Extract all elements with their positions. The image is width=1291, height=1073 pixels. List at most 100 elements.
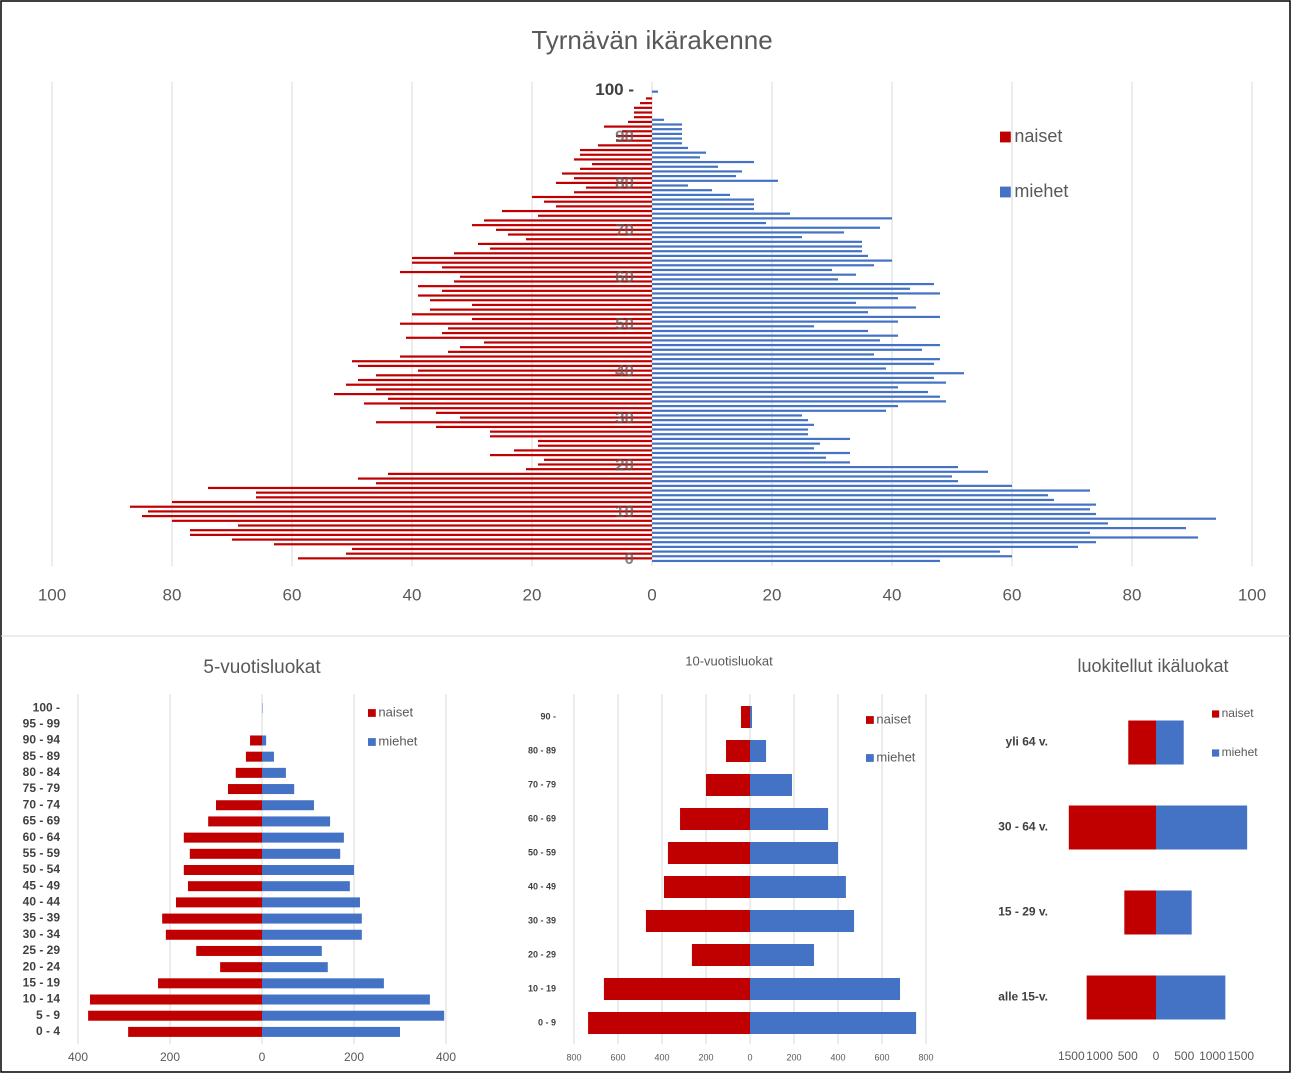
bar: [208, 816, 262, 827]
bar: [652, 287, 910, 290]
bar: [334, 392, 652, 396]
bar: [190, 529, 652, 532]
y-tick-label: 85 - 89: [23, 749, 61, 763]
y-tick-label: 10: [615, 502, 634, 521]
bar: [634, 111, 652, 114]
bar: [652, 198, 754, 201]
bar: [490, 430, 652, 433]
bar: [640, 102, 652, 105]
bar: [652, 264, 874, 267]
bar: [652, 259, 892, 262]
x-tick-label: 800: [566, 1052, 581, 1062]
bar: [245, 751, 262, 762]
y-tick-label: 40 - 49: [528, 881, 556, 891]
bar: [262, 816, 331, 827]
bar: [652, 306, 916, 309]
bar: [652, 273, 856, 276]
bar: [412, 313, 652, 316]
bar: [634, 106, 652, 109]
bar: [183, 832, 262, 843]
bar: [262, 751, 274, 762]
bar: [652, 245, 862, 248]
x-tick-label: 80: [163, 585, 182, 604]
bar: [652, 451, 850, 455]
legend-swatch: [368, 709, 376, 717]
bar: [1086, 975, 1156, 1020]
bar: [652, 423, 814, 426]
chart-title: 5-vuotisluokat: [203, 657, 321, 678]
bar: [274, 543, 652, 546]
bar: [162, 913, 262, 924]
y-tick-label: 15 - 29 v.: [998, 905, 1048, 919]
bar: [172, 500, 652, 504]
bar: [652, 437, 850, 441]
y-tick-label: 10 - 14: [23, 992, 61, 1006]
bar: [400, 355, 652, 358]
x-tick-label: 100: [38, 585, 66, 604]
bar: [652, 522, 1108, 525]
y-tick-label: 5 - 9: [36, 1008, 60, 1022]
bar: [652, 372, 964, 375]
y-tick-label: 25 - 29: [23, 943, 61, 957]
bar: [538, 444, 652, 447]
x-tick-label: 40: [883, 585, 902, 604]
bar: [680, 808, 750, 830]
x-tick-label: 600: [610, 1052, 625, 1062]
bar: [514, 449, 652, 452]
y-tick-label: 90: [615, 127, 634, 146]
y-tick-label: 0: [625, 549, 634, 568]
y-tick-label: 80: [615, 174, 634, 193]
bar: [400, 270, 652, 274]
bar: [430, 299, 652, 302]
bar: [652, 90, 658, 93]
bar: [740, 706, 750, 728]
bar: [388, 472, 652, 475]
bar: [262, 897, 360, 908]
bar: [262, 784, 295, 795]
bar: [158, 978, 262, 989]
legend-swatch: [1000, 131, 1011, 143]
legend-label: naiset: [876, 711, 911, 726]
bar: [652, 297, 898, 300]
bar: [484, 341, 652, 344]
bar: [628, 120, 652, 123]
x-tick-label: 1500: [1058, 1049, 1085, 1063]
bar: [652, 489, 1090, 492]
bar: [484, 219, 652, 222]
bar: [262, 929, 362, 940]
bar: [652, 268, 832, 272]
bar: [750, 740, 767, 762]
x-tick-label: 1000: [1199, 1049, 1226, 1063]
bar: [652, 175, 736, 178]
bar: [580, 153, 652, 156]
bar: [235, 767, 262, 778]
bar: [652, 428, 808, 431]
bar: [691, 944, 750, 966]
y-tick-label: yli 64 v.: [1006, 735, 1048, 749]
x-tick-label: 400: [830, 1052, 845, 1062]
y-tick-label: 0 - 4: [36, 1024, 60, 1038]
bar: [262, 962, 328, 973]
y-tick-label: 70: [615, 221, 634, 240]
x-tick-label: 200: [786, 1052, 801, 1062]
bar: [376, 482, 652, 485]
bar: [358, 364, 652, 368]
bar: [652, 343, 940, 347]
bar: [358, 477, 652, 480]
y-tick-label: 0 - 9: [538, 1017, 556, 1027]
y-tick-label: 30 - 39: [528, 915, 556, 925]
bar: [574, 158, 652, 161]
bar: [652, 527, 1186, 530]
bar: [1156, 975, 1226, 1020]
x-tick-label: 20: [763, 585, 782, 604]
y-tick-label: 30 - 34: [23, 927, 61, 941]
bar: [227, 784, 262, 795]
bar: [667, 842, 750, 864]
bar: [750, 774, 793, 796]
x-tick-label: 80: [1123, 585, 1142, 604]
bar: [663, 876, 750, 898]
bar: [750, 808, 829, 830]
bar: [652, 433, 808, 436]
bar: [376, 421, 652, 424]
bar: [262, 1026, 400, 1037]
